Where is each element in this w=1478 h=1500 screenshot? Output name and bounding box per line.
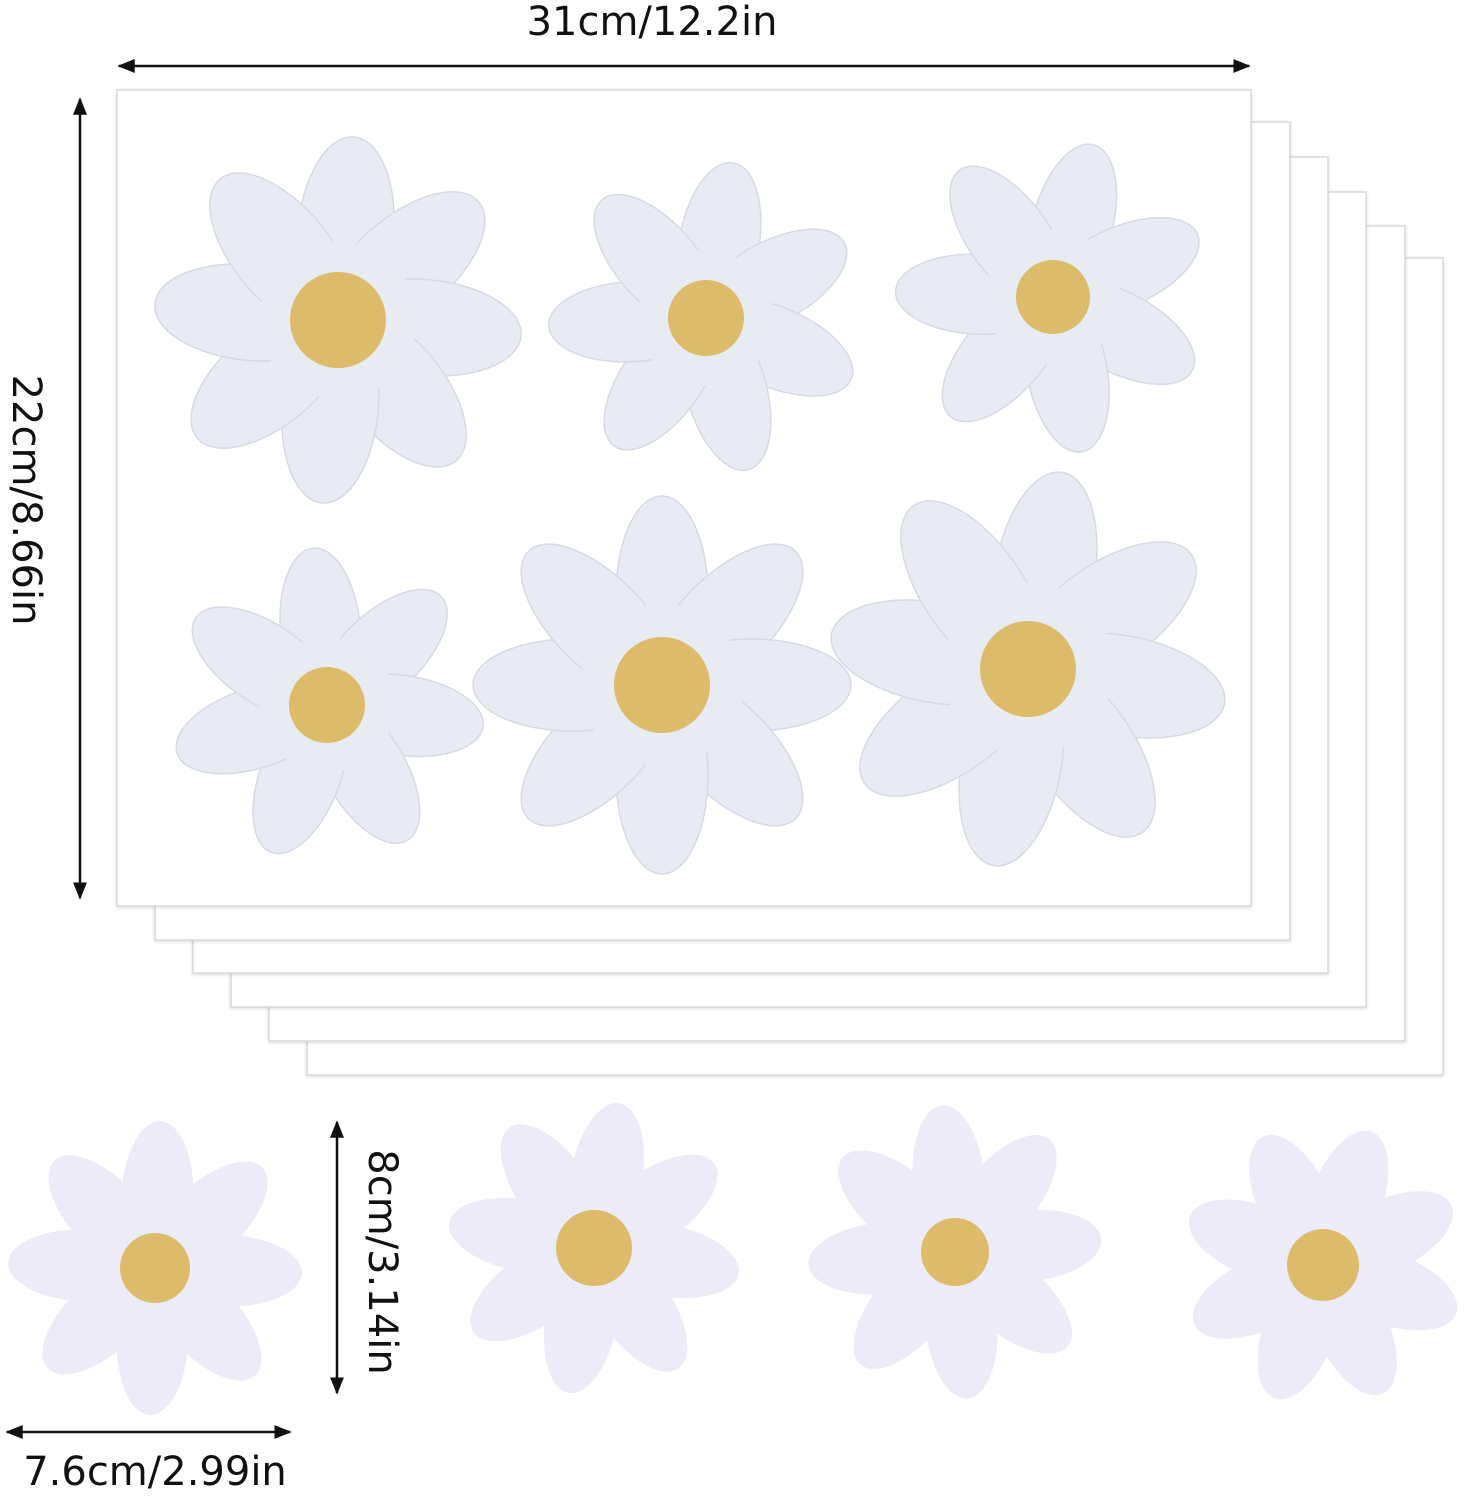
flower — [472, 495, 852, 875]
flower — [154, 136, 522, 504]
sheet-width-label: 31cm/12.2in — [527, 0, 778, 45]
flower-center — [980, 621, 1076, 717]
flower — [894, 143, 1200, 453]
flower-center — [614, 637, 710, 733]
flower-center — [668, 280, 744, 356]
flower — [808, 1105, 1102, 1399]
flower — [175, 547, 484, 855]
flower — [830, 471, 1226, 867]
flower-center — [120, 1233, 190, 1303]
flower — [547, 161, 854, 472]
flowers — [8, 136, 1458, 1415]
flower-center — [556, 1210, 632, 1286]
flower-width-label: 7.6cm/2.99in — [23, 1449, 287, 1495]
flower-center — [290, 272, 386, 368]
flower — [448, 1102, 740, 1394]
flower-center — [1016, 260, 1090, 334]
sheet-height-label: 22cm/8.66in — [3, 375, 49, 626]
flower — [8, 1121, 302, 1415]
flower-height-label: 8cm/3.14in — [359, 1149, 405, 1374]
flower-center — [921, 1218, 989, 1286]
flower-center — [289, 667, 365, 743]
flower-center — [1287, 1229, 1359, 1301]
flower — [1188, 1130, 1458, 1400]
